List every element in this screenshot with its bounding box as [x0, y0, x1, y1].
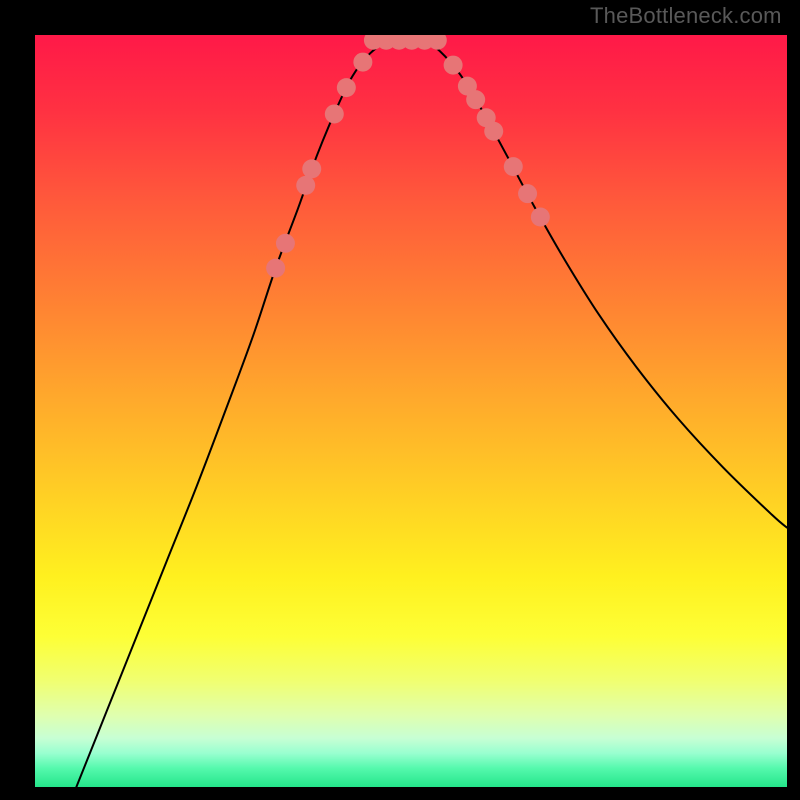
data-marker [296, 176, 315, 195]
data-marker [444, 56, 463, 75]
data-marker [266, 259, 285, 278]
data-marker [302, 159, 321, 178]
data-marker [518, 184, 537, 203]
curve-layer [35, 35, 787, 787]
data-marker [276, 234, 295, 253]
data-marker [428, 35, 447, 50]
watermark-text: TheBottleneck.com [590, 3, 782, 29]
data-marker [325, 104, 344, 123]
data-marker [531, 207, 550, 226]
data-marker [466, 90, 485, 109]
data-marker [504, 157, 523, 176]
data-marker [337, 78, 356, 97]
data-marker [484, 122, 503, 141]
v-curve [76, 37, 787, 787]
data-marker [353, 53, 372, 72]
plot-area [35, 35, 787, 787]
chart-frame: TheBottleneck.com [0, 0, 800, 800]
